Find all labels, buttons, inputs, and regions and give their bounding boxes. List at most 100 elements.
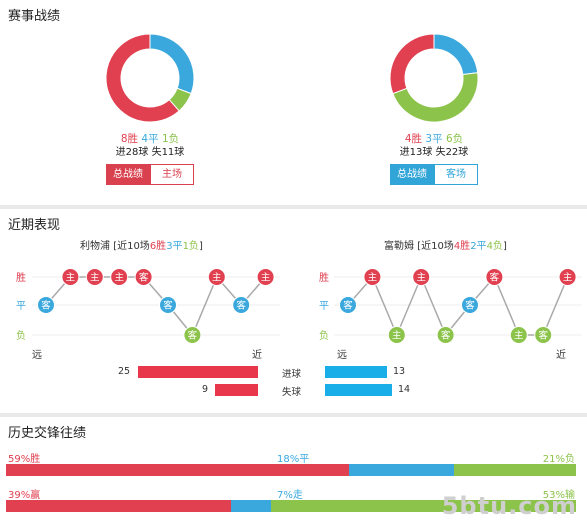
record-title: 赛事战绩 bbox=[8, 9, 61, 24]
away-wins: 4胜 bbox=[404, 133, 423, 145]
history-loss-pct: 21%负 bbox=[542, 454, 575, 465]
goals-for-label: 进球 bbox=[282, 369, 302, 380]
form-point-venue: 主 bbox=[212, 272, 222, 284]
tab-away-total[interactable]: 总战绩 bbox=[390, 164, 434, 185]
home-form-header: 利物浦 [近10场6胜3平1负] bbox=[80, 237, 203, 252]
row-label-w: 胜 bbox=[319, 272, 329, 284]
form-point-venue: 主 bbox=[261, 272, 271, 284]
away-record-tabs: 总战绩 客场 bbox=[334, 164, 534, 185]
away-far-label: 远 bbox=[337, 350, 347, 361]
home-form-suffix: ] bbox=[198, 241, 203, 252]
history-handicap-loss-segment bbox=[270, 500, 576, 512]
form-point bbox=[436, 326, 455, 344]
form-point-venue: 客 bbox=[343, 300, 353, 312]
donut-slice-draw bbox=[149, 33, 195, 95]
row-label-d: 平 bbox=[16, 301, 26, 312]
tab-home-venue[interactable]: 主场 bbox=[150, 164, 194, 185]
form-point bbox=[558, 268, 577, 286]
form-point-venue: 主 bbox=[563, 272, 573, 284]
form-point-venue: 客 bbox=[41, 300, 51, 312]
history-result-bar bbox=[6, 464, 576, 476]
home-near-label: 近 bbox=[252, 350, 262, 361]
history-win-segment bbox=[6, 464, 350, 476]
form-point bbox=[363, 268, 382, 286]
form-point bbox=[110, 268, 129, 286]
form-panel: 近期表现 利物浦 [近10场6胜3平1负] 富勒姆 [近10场4胜2平4负] 胜… bbox=[0, 209, 587, 413]
away-losses: 6负 bbox=[445, 133, 464, 145]
history-handicap-bar bbox=[6, 500, 576, 512]
form-point-venue: 主 bbox=[514, 330, 524, 342]
home-goals-for-bar bbox=[138, 366, 258, 378]
form-point bbox=[183, 326, 202, 344]
home-form-prefix: [近10场 bbox=[110, 241, 150, 252]
home-record-donut bbox=[105, 33, 195, 123]
form-point-venue: 客 bbox=[188, 330, 198, 342]
form-point-venue: 主 bbox=[66, 272, 76, 284]
home-record-tabs: 总战绩 主场 bbox=[50, 164, 250, 185]
away-goals-against-value: 14 bbox=[398, 384, 411, 395]
form-point-venue: 客 bbox=[163, 300, 173, 312]
donut-slice-draw bbox=[433, 33, 479, 76]
record-panel: 赛事战绩 8胜 4平 1负 进28球 失11球 总战绩 主场 4胜 3平 6负 … bbox=[0, 0, 587, 205]
away-form-suffix: ] bbox=[502, 241, 507, 252]
home-goals: 进28球 失11球 bbox=[115, 147, 185, 158]
form-point bbox=[159, 296, 177, 314]
donut-slice-win bbox=[105, 33, 180, 123]
form-point-venue: 主 bbox=[392, 330, 402, 342]
history-loss-segment bbox=[453, 464, 576, 476]
form-point bbox=[232, 296, 251, 314]
history-title: 历史交锋往绩 bbox=[8, 426, 87, 441]
form-point bbox=[387, 326, 406, 344]
away-form-header: 富勒姆 [近10场4胜2平4负] bbox=[384, 237, 507, 252]
home-goals-for-value: 25 bbox=[118, 366, 131, 377]
away-goals-for-value: 13 bbox=[393, 366, 406, 377]
row-label-d: 平 bbox=[319, 301, 329, 312]
home-record: 8胜 4平 1负 进28球 失11球 总战绩 主场 bbox=[50, 30, 250, 185]
away-form-wins: 4胜 bbox=[453, 241, 471, 252]
away-form-losses: 4负 bbox=[486, 241, 503, 252]
form-point-venue: 主 bbox=[90, 272, 100, 284]
form-point bbox=[485, 268, 504, 286]
home-losses: 1负 bbox=[161, 133, 180, 145]
home-draws: 4平 bbox=[141, 133, 159, 145]
tab-away-venue[interactable]: 客场 bbox=[434, 164, 478, 185]
history-handicap-push-segment bbox=[230, 500, 271, 512]
donut-slice-win bbox=[389, 33, 435, 95]
row-label-w: 胜 bbox=[16, 272, 26, 284]
form-point bbox=[339, 296, 357, 314]
history-handicap-win-pct: 39%赢 bbox=[8, 490, 41, 501]
form-point bbox=[509, 326, 528, 344]
away-record-summary: 4胜 3平 6负 bbox=[334, 132, 534, 146]
form-point bbox=[461, 296, 479, 314]
home-form-wins: 6胜 bbox=[149, 241, 167, 252]
home-form-draws: 3平 bbox=[166, 241, 183, 252]
away-goals-for-bar bbox=[325, 366, 387, 378]
away-goals-against-bar bbox=[325, 384, 392, 396]
history-handicap-win-segment bbox=[6, 500, 231, 512]
form-point-venue: 客 bbox=[490, 272, 500, 284]
form-point bbox=[412, 268, 431, 286]
history-draw-pct: 18%平 bbox=[277, 454, 310, 465]
form-point-venue: 主 bbox=[368, 272, 378, 284]
form-point bbox=[207, 268, 226, 286]
away-record: 4胜 3平 6负 进13球 失22球 总战绩 客场 bbox=[334, 30, 534, 185]
home-team-name: 利物浦 bbox=[80, 241, 110, 252]
home-wins: 8胜 bbox=[120, 133, 139, 145]
away-goals: 进13球 失22球 bbox=[399, 147, 469, 158]
form-line bbox=[45, 275, 267, 337]
form-point-venue: 客 bbox=[465, 300, 475, 312]
form-point-venue: 客 bbox=[236, 300, 246, 312]
home-far-label: 远 bbox=[32, 350, 42, 361]
home-record-summary: 8胜 4平 1负 bbox=[50, 132, 250, 146]
form-point bbox=[85, 268, 104, 286]
form-point bbox=[134, 268, 153, 286]
form-line bbox=[347, 275, 569, 337]
home-goals-against-bar bbox=[215, 384, 258, 396]
history-draw-segment bbox=[349, 464, 454, 476]
row-label-l: 负 bbox=[16, 329, 26, 342]
away-form-prefix: [近10场 bbox=[414, 241, 454, 252]
tab-home-total[interactable]: 总战绩 bbox=[106, 164, 150, 185]
form-point bbox=[534, 326, 553, 344]
away-team-name: 富勒姆 bbox=[384, 241, 414, 252]
